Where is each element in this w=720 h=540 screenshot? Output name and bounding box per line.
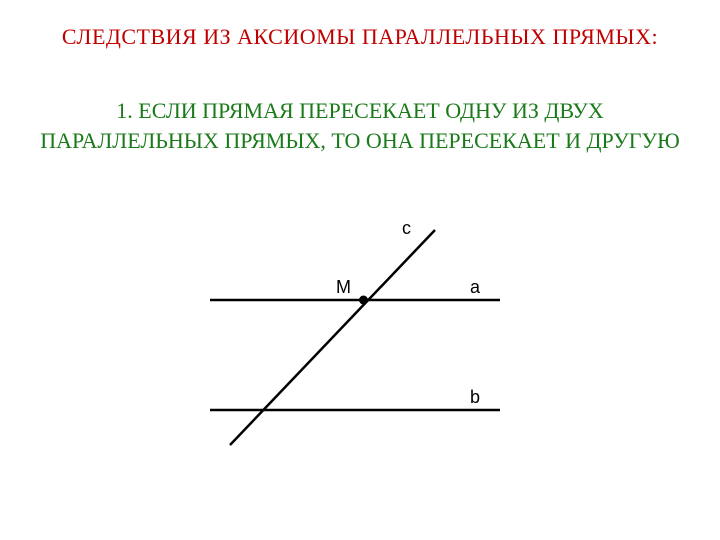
point-m <box>359 296 368 305</box>
geometry-diagram: a b c M <box>0 0 720 540</box>
label-a: a <box>470 277 481 297</box>
label-c: c <box>402 218 411 238</box>
label-b: b <box>470 387 480 407</box>
line-c <box>230 230 435 445</box>
label-m: M <box>336 277 351 297</box>
page: СЛЕДСТВИЯ ИЗ АКСИОМЫ ПАРАЛЛЕЛЬНЫХ ПРЯМЫХ… <box>0 0 720 540</box>
